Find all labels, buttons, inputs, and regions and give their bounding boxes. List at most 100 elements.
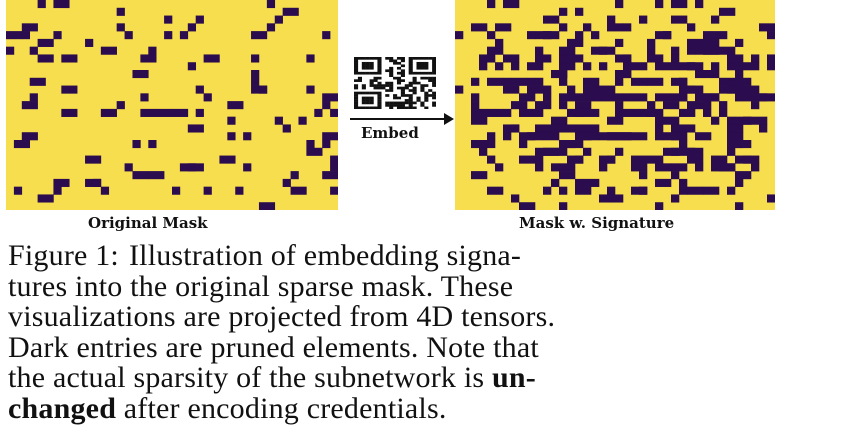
pruned-cell <box>282 7 299 16</box>
pruned-cell <box>759 93 775 102</box>
pruned-cell <box>251 31 268 40</box>
pruned-cell <box>631 163 640 172</box>
pruned-cell <box>100 46 117 55</box>
pruned-cell <box>535 77 544 86</box>
pruned-cell <box>495 163 504 172</box>
arrow-right-icon <box>350 113 454 125</box>
pruned-cell <box>583 23 592 32</box>
qr-module <box>389 71 394 75</box>
pruned-cell <box>727 147 736 156</box>
qr-module <box>377 106 382 109</box>
pruned-cell <box>711 38 720 47</box>
qr-module <box>377 101 382 105</box>
qr-module <box>400 94 405 97</box>
pruned-cell <box>671 163 688 172</box>
qr-module <box>361 101 366 105</box>
pruned-cell <box>172 186 181 195</box>
qr-module <box>377 94 382 97</box>
qr-module <box>373 106 378 109</box>
pruned-cell <box>37 194 54 203</box>
qr-module <box>377 104 382 107</box>
qr-module <box>396 76 402 80</box>
qr-module <box>400 86 405 90</box>
qr-module <box>389 81 394 85</box>
qr-module <box>357 91 362 95</box>
qr-module <box>385 57 390 60</box>
pruned-cell <box>29 46 38 55</box>
pruned-cell <box>314 108 323 117</box>
qr-module <box>432 94 436 97</box>
pruned-cell <box>647 101 656 110</box>
pruned-cell <box>53 178 70 187</box>
pruned-cell <box>631 132 648 141</box>
qr-module <box>408 64 413 68</box>
pruned-cell <box>695 0 704 9</box>
qr-module <box>432 104 436 107</box>
pruned-cell <box>663 62 680 71</box>
qr-module <box>357 76 362 80</box>
pruned-cell <box>615 108 632 117</box>
qr-module <box>393 61 398 65</box>
pruned-cell <box>519 202 536 210</box>
qr-module <box>396 81 402 85</box>
qr-module <box>361 64 366 68</box>
pruned-cell <box>503 132 512 141</box>
qr-module <box>416 61 421 65</box>
qr-module <box>373 86 378 90</box>
pruned-cell <box>227 116 236 125</box>
pruned-cell <box>559 62 576 71</box>
qr-module <box>354 61 359 65</box>
pruned-cell <box>479 147 488 156</box>
pruned-cell <box>655 132 664 141</box>
pruned-cell <box>274 15 283 24</box>
caption-bold-changed: changed <box>8 391 117 425</box>
pruned-cell <box>671 147 680 156</box>
qr-module <box>396 71 402 75</box>
qr-module <box>389 106 394 109</box>
qr-module <box>361 71 366 75</box>
pruned-cell <box>559 46 576 55</box>
pruned-cell <box>85 155 102 164</box>
qr-module <box>400 106 405 109</box>
pruned-cell <box>711 116 720 125</box>
pruned-cell <box>583 178 600 187</box>
pruned-cell <box>322 171 338 180</box>
qr-module <box>432 61 436 65</box>
qr-module <box>400 101 405 105</box>
qr-module <box>389 84 394 87</box>
pruned-cell <box>187 23 197 32</box>
qr-module <box>354 101 359 105</box>
qr-module <box>416 81 421 85</box>
pruned-cell <box>623 54 632 63</box>
pruned-cell <box>767 54 775 63</box>
pruned-cell <box>322 93 338 102</box>
pruned-cell <box>551 163 560 172</box>
qr-module <box>385 84 390 87</box>
pruned-cell <box>116 23 125 32</box>
pruned-cell <box>132 70 149 79</box>
pruned-cell <box>711 62 720 71</box>
pruned-cell <box>290 186 307 195</box>
qr-module <box>365 71 370 75</box>
pruned-cell <box>13 140 31 149</box>
pruned-cell <box>735 171 752 180</box>
pruned-cell <box>735 77 752 86</box>
pruned-cell <box>719 7 736 16</box>
pruned-cell <box>21 31 31 40</box>
qr-module <box>432 91 436 95</box>
qr-module <box>424 96 429 100</box>
caption-line-4: Dark entries are pruned elements. Note t… <box>8 330 539 364</box>
pruned-cell <box>695 163 704 172</box>
qr-module <box>354 86 359 90</box>
qr-module <box>420 76 425 80</box>
pruned-cell <box>487 186 504 195</box>
pruned-cell <box>719 108 728 117</box>
qr-module <box>412 79 417 82</box>
pruned-cell <box>631 93 648 102</box>
pruned-cell <box>679 140 688 149</box>
pruned-cell <box>85 38 94 47</box>
qr-module <box>354 84 359 87</box>
pruned-cell <box>37 0 46 9</box>
pruned-cell <box>631 77 640 86</box>
pruned-cell <box>703 31 712 40</box>
